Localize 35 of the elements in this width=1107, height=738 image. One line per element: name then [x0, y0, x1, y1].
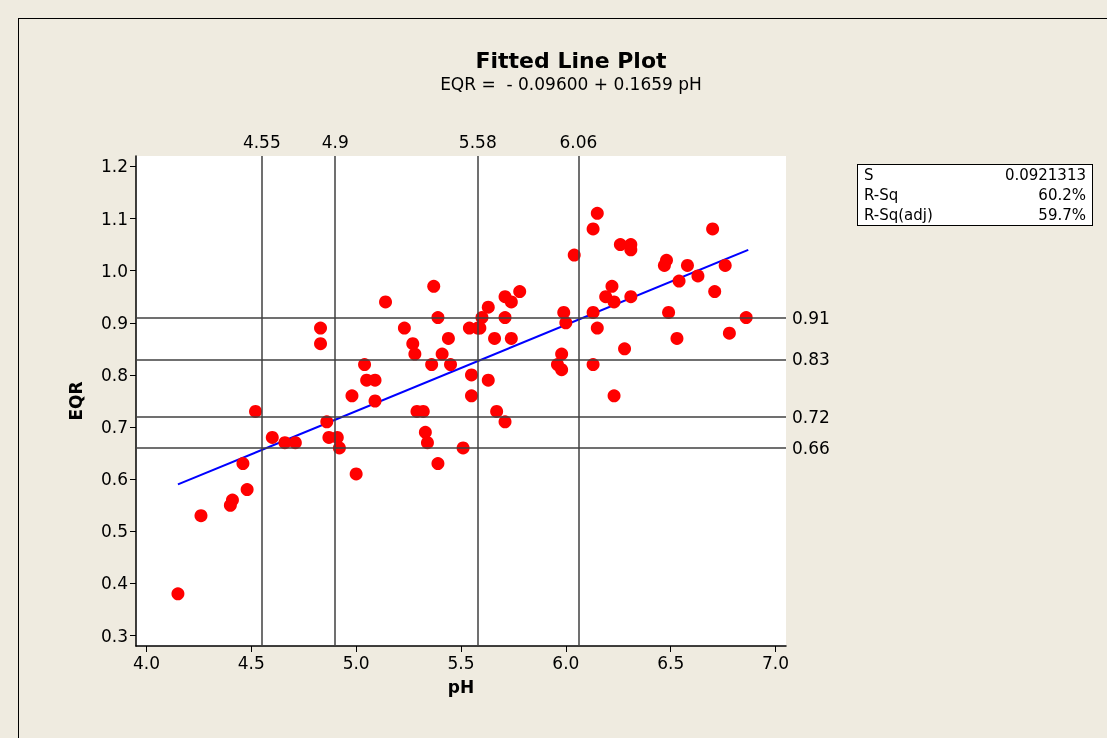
x-tick-label: 5.0	[342, 652, 370, 673]
text: R-Sq	[863, 185, 900, 205]
ref-line-label: 0.91	[792, 307, 830, 328]
ref-line-label: 0.72	[792, 406, 830, 427]
chart-subtitle: EQR = - 0.09600 + 0.1659 pH	[440, 73, 702, 94]
ref-line-label: 0.83	[792, 349, 830, 370]
y-tick-label: 0.4	[100, 573, 128, 594]
y-tick-label: 1.2	[100, 156, 128, 177]
y-tick-label: 0.9	[100, 312, 128, 333]
ref-line-label: 0.66	[792, 437, 830, 458]
chart-title: Fitted Line Plot	[475, 47, 667, 73]
ref-line-label: 4.55	[242, 131, 281, 152]
ref-line-label: 6.06	[559, 131, 598, 152]
y-tick-label: 0.8	[100, 364, 128, 385]
x-tick-label: 6.5	[657, 652, 685, 673]
x-tick-label: 4.5	[237, 652, 265, 673]
y-tick-label: 0.3	[100, 625, 128, 646]
text: 0.0921313	[1003, 165, 1087, 185]
y-tick-label: 0.6	[100, 469, 128, 490]
x-axis-title: pH	[447, 676, 475, 697]
ref-line-label: 4.9	[321, 131, 349, 152]
text: 60.2%	[1037, 185, 1087, 205]
text: S	[863, 165, 875, 185]
y-axis-title: EQR	[65, 381, 86, 421]
y-tick-label: 0.5	[100, 521, 128, 542]
x-tick-label: 7.0	[761, 652, 790, 673]
x-tick-label: 4.0	[132, 652, 161, 673]
text: R-Sq(adj)	[863, 205, 934, 226]
x-tick-label: 6.0	[552, 652, 580, 673]
y-tick-label: 0.7	[100, 417, 128, 438]
x-tick-label: 5.5	[447, 652, 475, 673]
text: 59.7%	[1037, 205, 1087, 226]
ref-line-label: 5.58	[458, 131, 497, 152]
y-tick-label: 1.1	[100, 208, 128, 229]
y-tick-label: 1.0	[100, 260, 128, 281]
